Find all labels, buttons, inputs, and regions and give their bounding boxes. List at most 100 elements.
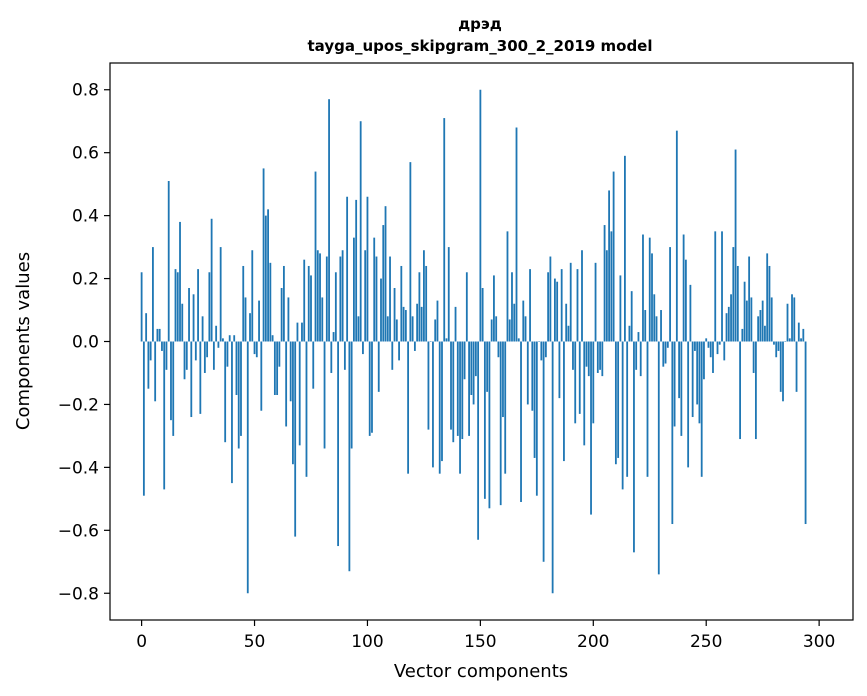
bar-50	[253, 341, 256, 355]
bar-231	[662, 341, 665, 367]
bar-16	[176, 272, 179, 342]
bar-192	[574, 341, 577, 424]
bar-268	[745, 300, 748, 342]
bar-291	[797, 322, 800, 342]
bar-273	[757, 316, 760, 342]
bar-42	[235, 341, 238, 395]
bar-48	[249, 313, 251, 342]
bar-281	[775, 341, 778, 358]
bar-76	[312, 341, 315, 389]
bar-11	[165, 341, 168, 370]
bar-226	[651, 253, 653, 342]
bar-140	[456, 341, 459, 436]
y-tick-label: −0.4	[58, 458, 99, 478]
bar-138	[452, 341, 455, 443]
bar-125	[423, 250, 425, 342]
bar-157	[495, 316, 498, 342]
bar-232	[664, 341, 667, 364]
bar-147	[472, 341, 475, 405]
bar-158	[497, 341, 500, 358]
bar-208	[610, 231, 613, 342]
bar-223	[644, 310, 647, 342]
bar-227	[653, 294, 656, 342]
bar-13	[170, 341, 172, 421]
bar-17	[179, 221, 181, 342]
bar-270	[750, 297, 753, 342]
bar-88	[339, 256, 342, 342]
x-tick-label: 300	[803, 632, 835, 652]
bar-124	[420, 306, 423, 342]
bar-75	[310, 275, 312, 342]
bar-250	[705, 338, 708, 342]
bar-47	[246, 341, 249, 594]
bar-96	[357, 316, 360, 342]
bar-141	[459, 341, 461, 474]
bar-6	[154, 341, 157, 402]
y-tick-label: 0.8	[72, 81, 99, 101]
bar-239	[680, 341, 683, 436]
bar-272	[754, 341, 757, 440]
bar-56	[267, 209, 269, 342]
bar-137	[450, 341, 452, 430]
bar-78	[316, 250, 319, 342]
bar-94	[353, 237, 355, 342]
bar-258	[723, 341, 726, 361]
bar-122	[416, 303, 419, 342]
y-tick-label: −0.6	[58, 521, 99, 541]
bar-253	[712, 341, 714, 373]
bar-178	[542, 341, 545, 562]
bar-287	[788, 338, 791, 342]
y-axis-label: Components values	[13, 252, 34, 430]
bar-169	[522, 300, 525, 342]
plot-frame	[109, 62, 854, 621]
bar-251	[707, 341, 710, 348]
bar-102	[371, 341, 373, 433]
bar-171	[526, 341, 529, 405]
bar-228	[655, 316, 658, 342]
bar-156	[493, 275, 495, 342]
bar-38	[226, 341, 229, 367]
bar-230	[660, 310, 662, 342]
bar-20	[185, 341, 188, 370]
bar-246	[696, 341, 699, 405]
bar-108	[384, 206, 387, 342]
bar-200	[592, 341, 595, 424]
bar-62	[280, 288, 283, 342]
bar-148	[474, 341, 477, 377]
bar-177	[540, 341, 543, 361]
bar-161	[504, 341, 507, 474]
bar-149	[477, 341, 480, 540]
bar-84	[330, 341, 333, 373]
bar-115	[400, 265, 403, 342]
bar-164	[511, 272, 513, 342]
bar-277	[766, 253, 769, 342]
bar-127	[427, 341, 430, 430]
bar-240	[682, 234, 685, 342]
bar-58	[271, 335, 274, 342]
bar-19	[183, 341, 186, 380]
bar-221	[639, 341, 642, 377]
bar-255	[716, 341, 719, 355]
x-tick-label: 200	[577, 632, 609, 652]
x-tick-label: 50	[244, 632, 266, 652]
bar-241	[684, 259, 687, 342]
bar-262	[732, 247, 735, 342]
bar-95	[355, 199, 358, 342]
bar-30	[208, 272, 211, 342]
bar-33	[215, 325, 218, 342]
bar-51	[255, 341, 258, 358]
bar-180	[547, 272, 550, 342]
bar-194	[578, 341, 581, 414]
bar-167	[517, 338, 520, 342]
bar-173	[531, 341, 534, 411]
bar-57	[269, 262, 272, 342]
bar-282	[777, 341, 780, 351]
bar-55	[264, 215, 267, 342]
bar-8	[158, 328, 161, 342]
bar-107	[382, 225, 385, 342]
y-tick-label: 0.0	[72, 333, 99, 353]
bar-184	[556, 281, 559, 342]
bar-100	[366, 196, 369, 342]
bar-214	[624, 155, 626, 342]
